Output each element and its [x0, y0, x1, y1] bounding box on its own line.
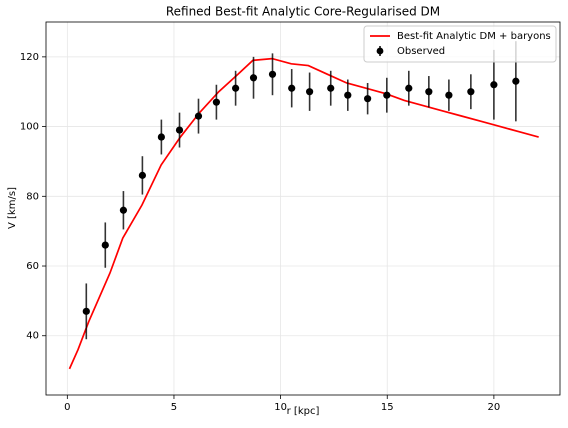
- point: [101, 241, 109, 249]
- point: [344, 91, 352, 99]
- point: [138, 171, 147, 179]
- point: [194, 112, 203, 120]
- y-tick-label: 40: [26, 331, 39, 342]
- point: [327, 84, 335, 92]
- point: [445, 91, 453, 99]
- point: [232, 84, 240, 92]
- point: [175, 126, 184, 134]
- y-tick-label: 80: [26, 191, 39, 202]
- x-axis-label: r [kpc]: [287, 406, 320, 417]
- point: [490, 81, 498, 89]
- x-tick-label: 20: [488, 402, 501, 413]
- line: [68, 57, 539, 370]
- x-tick-label: 5: [171, 402, 177, 413]
- point: [383, 91, 391, 99]
- x-tick-label: 10: [274, 402, 287, 413]
- legend-label: Best-fit Analytic DM + baryons: [397, 31, 551, 42]
- legend-marker: [376, 47, 384, 55]
- y-tick-label: 60: [26, 261, 39, 272]
- y-tick-label: 120: [20, 52, 39, 63]
- plot-frame: [45, 21, 561, 396]
- legend-box: [363, 25, 557, 63]
- x-tick-label: 0: [64, 402, 70, 413]
- point: [425, 88, 433, 96]
- point: [157, 133, 165, 141]
- point: [268, 70, 277, 78]
- y-axis-label: V [km/s]: [7, 187, 18, 229]
- chart-title: Refined Best-fit Analytic Core-Regularis…: [166, 5, 440, 19]
- y-tick-label: 100: [20, 122, 39, 133]
- x-tick-label: 15: [381, 402, 394, 413]
- point: [82, 307, 90, 315]
- point: [364, 95, 372, 103]
- point: [212, 98, 221, 106]
- point: [405, 84, 413, 92]
- point: [512, 77, 520, 85]
- point: [467, 88, 475, 96]
- point: [249, 74, 258, 82]
- point: [306, 88, 314, 96]
- point: [288, 84, 296, 92]
- point: [119, 206, 128, 214]
- legend-label: Observed: [397, 46, 445, 57]
